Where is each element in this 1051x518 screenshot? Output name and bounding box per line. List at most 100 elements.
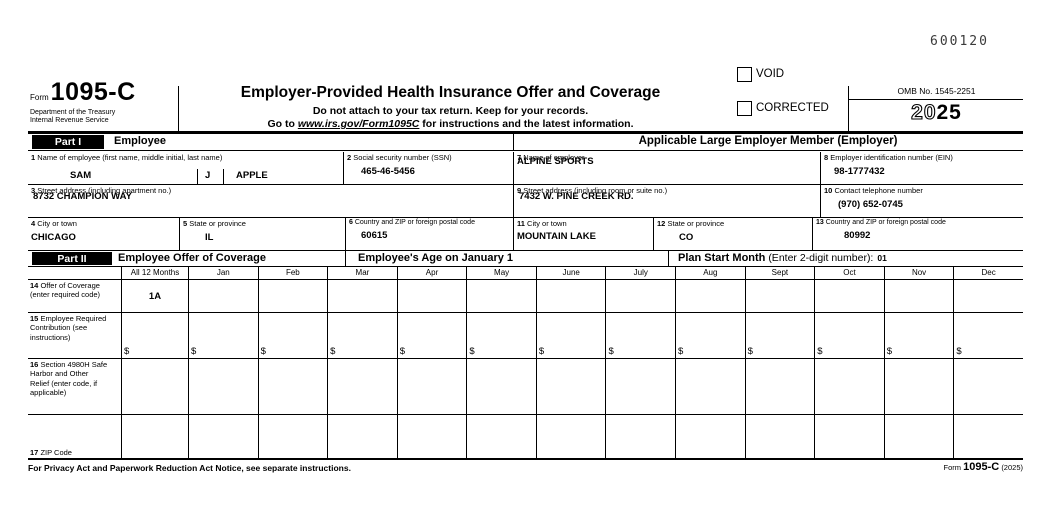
field-label-text: Name of employer: [523, 153, 585, 162]
offer-code-cell: [883, 280, 954, 312]
offer-code-cell: [396, 280, 467, 312]
form-goto-line: Go to www.irs.gov/Form1095C for instruct…: [178, 118, 723, 130]
part1-row-3: 4 City or town CHICAGO 5 State or provin…: [28, 218, 1023, 251]
irs-url-link[interactable]: www.irs.gov/Form1095C: [297, 118, 420, 130]
employer-name-value: ALPINE SPORTS: [517, 156, 594, 167]
contribution-cell: $: [327, 313, 397, 358]
field-number: 8: [824, 153, 829, 162]
part2-badge: Part II: [32, 252, 112, 265]
serial-number: 600120: [930, 34, 989, 49]
footer-form-word: Form: [943, 463, 962, 472]
field-contact-phone: 10 Contact telephone number (970) 652-07…: [820, 185, 1023, 217]
form-subtitle: Do not attach to your tax return. Keep f…: [312, 105, 589, 117]
field-label-text: Contact telephone number: [834, 186, 923, 195]
offer-code-cell: [605, 280, 675, 312]
corrected-checkbox[interactable]: [737, 101, 752, 116]
zip-cell: [466, 415, 536, 458]
row17-label: 17 ZIP Code: [28, 415, 121, 458]
void-label: VOID: [756, 68, 785, 80]
offer-code-cell: [744, 280, 815, 312]
field-label-text: Country and ZIP or foreign postal code: [825, 219, 946, 226]
safe-harbor-cell: [121, 359, 188, 414]
form-title: Employer-Provided Health Insurance Offer…: [240, 84, 661, 101]
row-number: 17: [30, 447, 39, 457]
field-label-text: State or province: [667, 219, 725, 228]
month-header: June: [535, 267, 606, 279]
goto-prefix: Go to: [267, 118, 298, 130]
contribution-cell: $: [675, 313, 745, 358]
field-number: 13: [816, 219, 824, 226]
plan-start-month: Plan Start Month (Enter 2-digit number):…: [678, 252, 887, 264]
field-employee-zip: 6 Country and ZIP or foreign postal code…: [345, 218, 513, 250]
contribution-cell: $: [121, 313, 188, 358]
part2-header-bar: Part II Employee Offer of Coverage Emplo…: [28, 251, 1023, 267]
zip-cell: [883, 415, 954, 458]
header-divider-left: [178, 86, 179, 131]
void-checkbox[interactable]: [737, 67, 752, 82]
field-number: 10: [824, 186, 833, 195]
safe-harbor-cell: [257, 359, 328, 414]
part1-right-title: Applicable Large Employer Member (Employ…: [638, 135, 898, 147]
dollar-sign: $: [124, 346, 130, 357]
field-employer-state: 12 State or province CO: [653, 218, 812, 250]
field-label-text: City or town: [37, 219, 77, 228]
field-label-text: Social security number (SSN): [353, 153, 452, 162]
footer-form-id: Form 1095-C (2025): [944, 461, 1023, 473]
dollar-sign: $: [330, 346, 336, 357]
form-number: 1095-C: [50, 78, 136, 106]
field-number: 11: [517, 219, 525, 228]
zip-cell: [188, 415, 258, 458]
safe-harbor-cell: [883, 359, 954, 414]
privacy-notice: For Privacy Act and Paperwork Reduction …: [28, 463, 351, 473]
field-employee-city: 4 City or town CHICAGO: [28, 218, 179, 250]
dollar-sign: $: [956, 346, 962, 357]
month-header: Dec: [953, 267, 1023, 279]
offer-code-cell: 1A: [121, 280, 188, 312]
part2-divider: [345, 251, 346, 266]
field-number: 12: [657, 219, 666, 228]
tax-year-outline: 20: [911, 100, 937, 124]
omb-divider: [848, 99, 1023, 100]
form-area: Form 1095-C Department of the Treasury I…: [28, 0, 1023, 518]
zip-cell: [257, 415, 328, 458]
safe-harbor-row: 16 Section 4980H Safe Harbor and Other R…: [28, 359, 1023, 415]
offer-code-cell: [188, 280, 258, 312]
zip-cell: [605, 415, 675, 458]
footer-form-number: 1095-C: [963, 461, 1000, 473]
field-label-text: City or town: [527, 219, 567, 228]
contribution-cell: $: [535, 313, 606, 358]
safe-harbor-cell: [744, 359, 815, 414]
safe-harbor-cell: [675, 359, 745, 414]
omb-number: OMB No. 1545-2251: [897, 86, 976, 96]
corrected-label: CORRECTED: [756, 102, 829, 114]
offer-code-cell: [535, 280, 606, 312]
field-label: 1 Name of employee (first name, middle i…: [31, 153, 340, 162]
ein-value: 98-1777432: [834, 166, 885, 177]
field-label-text: Name of employee (first name, middle ini…: [37, 153, 223, 162]
name-divider-tick: [197, 169, 198, 184]
contribution-cell: $: [605, 313, 675, 358]
field-employer-zip: 13 Country and ZIP or foreign postal cod…: [812, 218, 1023, 250]
dollar-sign: $: [817, 346, 823, 357]
employer-zip-value: 80992: [844, 230, 871, 242]
zip-cell: [744, 415, 815, 458]
field-ein: 8 Employer identification number (EIN) 9…: [820, 152, 1023, 184]
tax-year-solid: 25: [936, 101, 962, 124]
row-label-text: ZIP Code: [40, 447, 72, 457]
offer-of-coverage-row: 14 Offer of Coverage (enter required cod…: [28, 280, 1023, 313]
month-header: Mar: [327, 267, 397, 279]
offer-code-cell: [814, 280, 884, 312]
contribution-cell: $: [814, 313, 884, 358]
contribution-cell: $: [744, 313, 815, 358]
dollar-sign: $: [469, 346, 475, 357]
employee-last-name: APPLE: [236, 170, 268, 181]
dept-irs: Internal Revenue Service: [30, 117, 109, 125]
employee-middle-initial: J: [205, 170, 211, 181]
safe-harbor-cell: [605, 359, 675, 414]
field-number: 6: [349, 219, 353, 226]
month-header: May: [466, 267, 536, 279]
field-number: 7: [517, 153, 522, 162]
coverage-grid: All 12 Months Jan Feb Mar Apr May June J…: [28, 267, 1023, 460]
offer-code-cell: [257, 280, 328, 312]
part1-row-1: 1 Name of employee (first name, middle i…: [28, 152, 1023, 185]
